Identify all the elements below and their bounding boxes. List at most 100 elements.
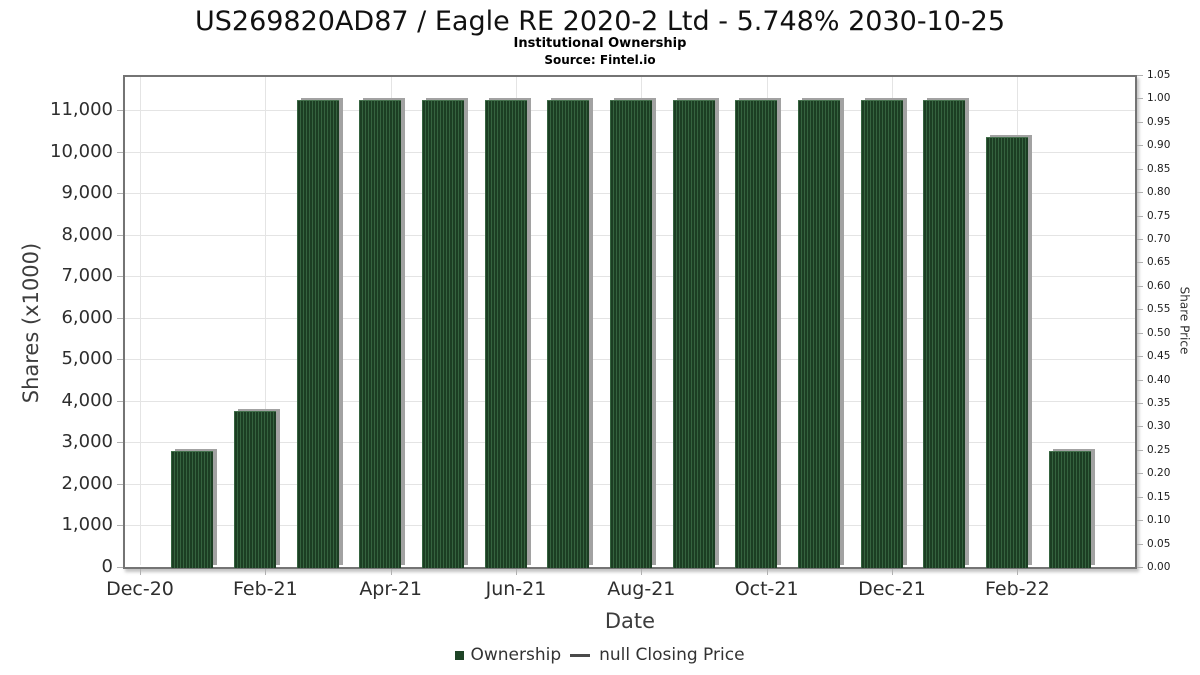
x-axis-tick-label: Apr-21 (359, 578, 422, 600)
x-axis-tick-label: Jun-21 (485, 578, 547, 600)
y2-axis-tick-label: 0.90 (1147, 139, 1171, 152)
ownership-bar (610, 99, 653, 568)
x-axis-tick-label: Dec-21 (858, 578, 926, 600)
y-axis-tick-label: 9,000 (61, 182, 113, 204)
y2-axis-tick-label: 0.05 (1147, 537, 1171, 550)
ownership-bar (422, 99, 465, 568)
y2-axis-tick-label: 0.25 (1147, 443, 1171, 456)
grid-vline (265, 77, 267, 565)
y2-axis-tick-label: 0.95 (1147, 115, 1171, 128)
y-axis-tick (117, 400, 123, 402)
y2-axis-tick (1137, 496, 1143, 498)
y-axis-tick (117, 483, 123, 485)
ownership-bar-group (359, 97, 406, 568)
y2-axis-tick-label: 0.70 (1147, 233, 1171, 245)
y2-axis-tick (1137, 379, 1143, 381)
y2-axis-tick-label: 0.35 (1147, 397, 1171, 409)
x-axis-title: Date (604, 609, 656, 633)
y2-axis-tick (1137, 403, 1143, 404)
ownership-bar-group (1048, 448, 1095, 568)
y2-axis-tick (1137, 309, 1143, 311)
y-axis-tick-label: 1,000 (61, 514, 113, 536)
ownership-bar-group (484, 97, 531, 568)
x-axis-tick-label: Oct-21 (734, 578, 799, 600)
y2-axis-tick (1137, 239, 1143, 240)
y-axis-tick (117, 193, 123, 195)
y-axis-tick-label: 10,000 (50, 140, 113, 162)
ownership-bar (234, 411, 277, 568)
ownership-bar-group (547, 97, 594, 568)
y2-axis-tick-label: 0.45 (1147, 350, 1171, 363)
x-axis-tick (390, 569, 392, 575)
y2-axis-tick (1137, 75, 1143, 76)
y2-axis-tick (1137, 356, 1143, 358)
ownership-bar-group (798, 97, 845, 568)
ownership-bar (986, 137, 1029, 568)
ownership-bar-group (672, 97, 719, 568)
y2-axis-tick (1137, 192, 1143, 194)
x-axis-tick-label: Feb-22 (984, 578, 1050, 600)
x-axis-tick (891, 569, 893, 575)
ownership-bar (1048, 450, 1091, 568)
y2-axis-tick (1137, 98, 1143, 100)
ownership-bar (923, 99, 966, 568)
y-axis-tick (117, 525, 123, 527)
y-axis-tick-label: 2,000 (61, 472, 113, 494)
y2-axis-tick-label: 0.20 (1147, 467, 1171, 480)
y2-axis-tick-label: 1.00 (1147, 92, 1171, 105)
ownership-bar-group (422, 97, 469, 568)
y2-axis-title: Share Price (1177, 286, 1192, 355)
y2-axis-tick (1137, 426, 1143, 428)
x-axis-tick (140, 569, 141, 575)
y2-axis-tick (1137, 145, 1143, 147)
legend-closing-price-label: null Closing Price (599, 645, 745, 665)
chart-title: US269820AD87 / Eagle RE 2020-2 Ltd - 5.7… (194, 6, 1006, 37)
y2-axis-tick (1137, 543, 1143, 545)
ownership-bar (672, 99, 715, 568)
ownership-bar (547, 99, 590, 568)
y-axis-tick-label: 8,000 (61, 223, 113, 245)
y-axis-tick (117, 276, 123, 278)
y-axis-tick-label: 0 (101, 556, 113, 577)
ownership-bar-group (923, 97, 970, 568)
y-axis-tick (117, 442, 123, 444)
ownership-bar (735, 99, 778, 568)
x-axis-tick (265, 569, 267, 575)
x-axis-tick-label: Dec-20 (106, 578, 174, 600)
y2-axis-tick (1137, 168, 1143, 170)
grid-vline (140, 77, 141, 565)
y-axis-tick (117, 567, 123, 568)
x-axis-tick (515, 569, 517, 575)
ownership-bar (484, 99, 527, 568)
ownership-bar (359, 99, 402, 568)
ownership-bar (798, 99, 841, 568)
y2-axis-tick (1137, 449, 1143, 451)
y2-axis-tick-label: 0.00 (1147, 561, 1171, 573)
y-axis-title: Shares (x1000) (19, 242, 43, 404)
x-axis-tick-label: Aug-21 (607, 578, 676, 600)
x-axis-tick (641, 569, 643, 575)
y2-axis-tick (1137, 332, 1143, 334)
y-axis-tick (117, 317, 123, 319)
ownership-bar (171, 450, 214, 568)
y2-axis-tick (1137, 285, 1143, 287)
y2-axis-tick-label: 0.30 (1147, 420, 1171, 433)
x-axis-tick (766, 569, 768, 575)
chart-legend: Ownership null Closing Price (0, 645, 1200, 665)
chart-source: Source: Fintel.io (544, 53, 656, 67)
ownership-bar-group (986, 135, 1033, 568)
ownership-bar-group (735, 97, 782, 568)
y2-axis-tick (1137, 520, 1143, 522)
y-axis-tick (117, 359, 123, 361)
chart-subtitle: Institutional Ownership (513, 36, 687, 51)
y-axis-tick (117, 151, 123, 153)
y2-axis-tick-label: 0.50 (1147, 326, 1171, 339)
y-axis-tick-label: 11,000 (50, 99, 113, 121)
y2-axis-tick (1137, 121, 1143, 123)
y2-axis-tick-label: 0.75 (1147, 209, 1171, 222)
ownership-bar-group (610, 97, 657, 568)
y2-axis-tick-label: 0.15 (1147, 490, 1171, 503)
y-axis-tick-label: 5,000 (61, 348, 113, 370)
legend-ownership-label: Ownership (470, 645, 562, 665)
